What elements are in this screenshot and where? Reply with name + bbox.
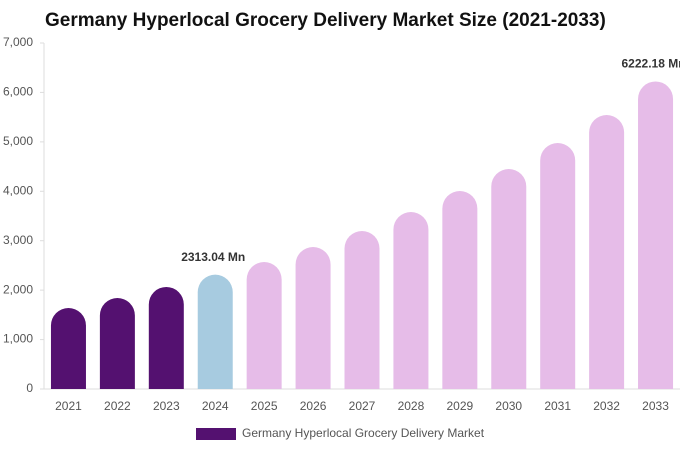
x-tick-label: 2027 [349, 399, 376, 413]
bar [540, 142, 576, 389]
x-tick-label: 2033 [642, 399, 669, 413]
y-tick-label: 6,000 [3, 85, 33, 99]
x-tick-label: 2022 [104, 399, 131, 413]
bar [393, 211, 429, 389]
y-tick-label: 1,000 [3, 332, 33, 346]
legend-swatch [196, 428, 236, 440]
bar [344, 231, 380, 389]
y-tick-label: 7,000 [3, 35, 33, 49]
value-label: 6222.18 Mn [622, 57, 680, 71]
y-tick-label: 0 [26, 381, 33, 395]
x-tick-label: 2029 [446, 399, 473, 413]
x-tick-label: 2030 [495, 399, 522, 413]
bar [295, 246, 331, 389]
bar [197, 274, 233, 389]
bar [50, 307, 86, 389]
bar [246, 262, 282, 389]
x-tick-label: 2024 [202, 399, 229, 413]
x-tick-label: 2023 [153, 399, 180, 413]
chart-title: Germany Hyperlocal Grocery Delivery Mark… [45, 10, 606, 31]
bar [99, 298, 135, 389]
bar [148, 286, 184, 389]
bar [442, 191, 478, 389]
x-tick-label: 2026 [300, 399, 327, 413]
bar [589, 115, 625, 389]
y-tick-label: 5,000 [3, 134, 33, 148]
legend-label: Germany Hyperlocal Grocery Delivery Mark… [242, 426, 485, 440]
y-tick-label: 4,000 [3, 183, 33, 197]
y-tick-label: 3,000 [3, 233, 33, 247]
y-tick-label: 2,000 [3, 282, 33, 296]
x-tick-label: 2021 [55, 399, 82, 413]
x-tick-label: 2032 [593, 399, 620, 413]
bar [638, 81, 674, 389]
x-tick-label: 2028 [398, 399, 425, 413]
bar [491, 168, 527, 389]
value-label: 2313.04 Mn [181, 250, 245, 264]
x-tick-label: 2025 [251, 399, 278, 413]
x-tick-label: 2031 [544, 399, 571, 413]
